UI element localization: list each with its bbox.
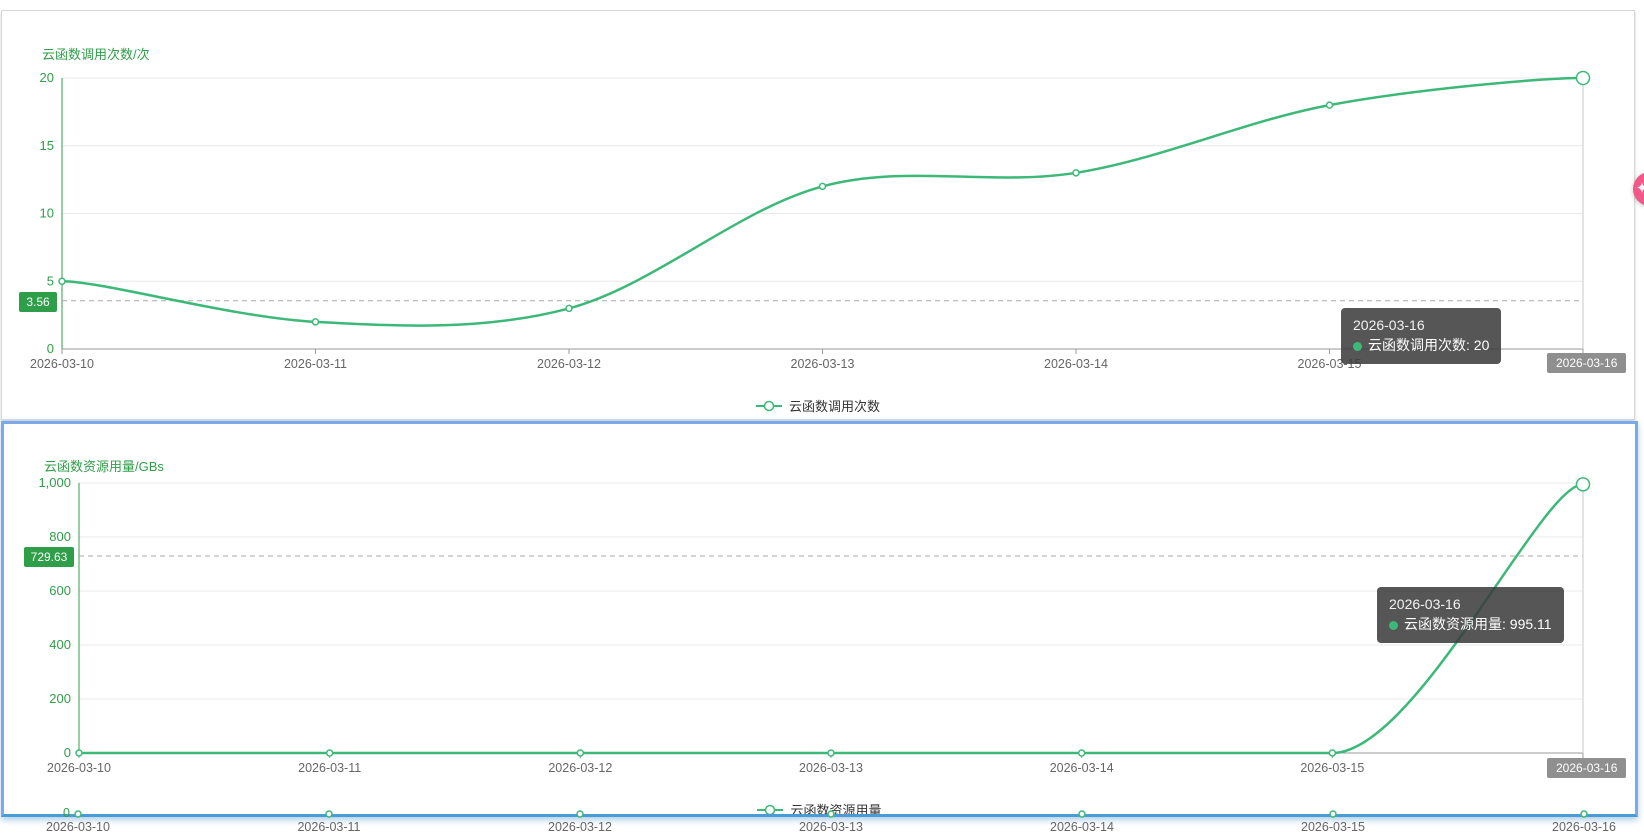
data-point[interactable] [565,304,573,313]
usage-markline-value-badge: 729.63 [24,547,74,567]
usage-axis-pointer-date-badge: 2026-03-16 [1547,758,1627,778]
usage-tooltip-date: 2026-03-16 [1389,596,1461,612]
third-chart-zero-label: 0 [63,806,70,820]
third-chart-date-label: 2026-03-10 [46,820,110,834]
x-axis-date-label: 2026-03-11 [284,357,347,371]
y-axis-tick-label: 5 [47,273,54,288]
data-point[interactable] [75,749,83,757]
data-point[interactable] [1077,749,1086,757]
x-axis-date-label: 2026-03-13 [799,761,863,775]
x-axis-date-label: 2026-03-12 [548,761,612,775]
x-axis-date-label: 2026-03-14 [1050,761,1114,775]
series-dot-icon [1353,342,1362,352]
third-chart-data-point[interactable] [74,810,82,818]
y-axis-tick-label: 20 [40,70,54,85]
legend-line-marker-icon [755,400,782,411]
x-axis-date-label: 2026-03-10 [30,357,94,371]
calls-tooltip: 2026-03-16 云函数调用次数: 20 [1341,308,1502,364]
legend-line-marker-icon [757,804,784,814]
data-point[interactable] [58,277,66,285]
hovered-data-point[interactable] [1575,477,1591,492]
third-chart-data-point[interactable] [1078,810,1086,818]
data-point[interactable] [1328,749,1337,757]
x-axis-date-label: 2026-03-10 [47,761,111,775]
usage-line-chart: 0 200 400 600 800 1,000 2026-03-10 2026-03-11 20… [38,475,1615,775]
calls-chart-card: 云函数调用次数/次 0 5 10 15 20 2026-03-10 2026-03-11 20… [1,10,1635,420]
y-axis-tick-label: 600 [49,583,71,598]
calls-legend-label: 云函数调用次数 [788,399,880,414]
usage-legend-label: 云函数资源用量 [790,803,882,817]
third-chart-data-point[interactable] [827,810,835,818]
calls-chart-title: 云函数调用次数/次 [42,47,150,62]
usage-tooltip-row: 云函数资源用量: 995.11 [1389,614,1552,634]
sparkle-icon: ✦ [1635,180,1644,197]
third-chart-date-label: 2026-03-16 [1552,820,1616,834]
x-axis-date-label: 2026-03-11 [298,761,361,775]
data-point[interactable] [325,749,334,757]
usage-chart-card[interactable]: 云函数资源用量/GBs 0 200 400 600 800 1,000 2026-03-10… [1,421,1638,817]
calls-axis-pointer-date-badge: 2026-03-16 [1547,353,1627,373]
third-chart-date-label: 2026-03-14 [1050,820,1114,834]
hovered-data-point[interactable] [1575,70,1591,86]
calls-legend[interactable]: 云函数调用次数 [2,396,1634,414]
y-axis-tick-label: 0 [47,341,54,356]
usage-tooltip-value: 云函数资源用量: 995.11 [1404,616,1552,633]
third-chart-data-point[interactable] [1329,810,1337,818]
series-dot-icon [1389,621,1398,631]
y-axis-tick-label: 15 [40,138,54,153]
calls-tooltip-value: 云函数调用次数: 20 [1368,337,1490,354]
calls-tooltip-date: 2026-03-16 [1353,317,1425,333]
third-chart-data-point[interactable] [325,810,333,818]
usage-chart-title: 云函数资源用量/GBs [44,459,164,474]
data-point[interactable] [1325,101,1334,109]
data-point[interactable] [311,318,320,326]
assistant-floating-button[interactable]: ✦ [1633,172,1644,206]
third-chart-date-label: 2026-03-13 [799,820,863,834]
third-chart-data-point[interactable] [576,810,584,818]
calls-tooltip-row: 云函数调用次数: 20 [1353,335,1489,355]
data-point[interactable] [1072,169,1080,177]
y-axis-tick-label: 0 [64,745,71,760]
data-point[interactable] [576,749,585,757]
calls-markline-value-badge: 3.56 [19,292,57,312]
y-axis-tick-label: 10 [40,206,54,221]
y-axis-tick-label: 400 [49,637,71,652]
series-line [61,76,1584,327]
third-chart-date-label: 2026-03-11 [297,820,360,834]
y-axis-tick-label: 200 [49,691,71,706]
series-line [79,483,1584,755]
x-axis-date-label: 2026-03-14 [1044,357,1108,371]
data-point[interactable] [818,182,827,191]
third-chart-data-point[interactable] [1580,810,1588,818]
x-axis-date-label: 2026-03-15 [1300,761,1364,775]
y-axis-tick-label: 800 [49,529,71,544]
third-chart-date-label: 2026-03-15 [1301,820,1365,834]
x-axis-date-label: 2026-03-12 [537,357,601,371]
y-axis-tick-label: 1,000 [38,475,71,490]
usage-tooltip: 2026-03-16 云函数资源用量: 995.11 [1377,587,1564,643]
x-axis-date-label: 2026-03-13 [791,357,855,371]
third-chart-date-label: 2026-03-12 [548,820,612,834]
usage-legend[interactable]: 云函数资源用量 [4,800,1635,817]
data-point[interactable] [827,749,835,757]
